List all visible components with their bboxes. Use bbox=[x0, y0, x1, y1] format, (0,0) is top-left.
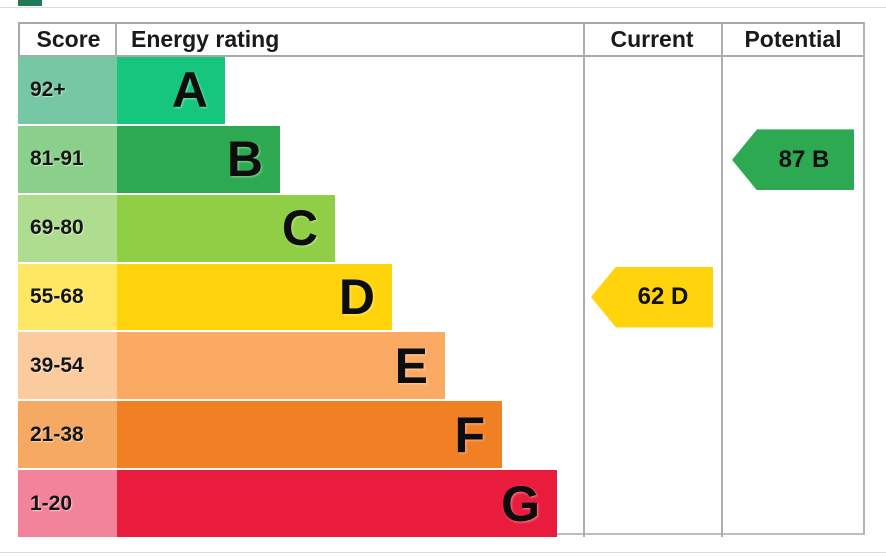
current-column-header: Current bbox=[610, 26, 694, 52]
band-row-c: 69-80 C bbox=[18, 194, 583, 264]
band-row-a: 92+ A bbox=[18, 57, 583, 126]
band-row-g: 1-20 G bbox=[18, 470, 583, 538]
band-score-range-d: 55-68 bbox=[18, 263, 117, 331]
potential-column-header: Potential bbox=[744, 26, 842, 52]
potential-rating-arrow: 87 B bbox=[732, 129, 854, 191]
score-column-header: Score bbox=[18, 24, 117, 55]
grid-line-score-separator bbox=[115, 24, 117, 57]
chart-header-row: Score Energy rating Current Potential bbox=[18, 24, 863, 57]
current-rating-label: 62 D bbox=[637, 283, 689, 310]
cropped-artifact-sliver bbox=[18, 0, 42, 6]
band-score-range-b: 81-91 bbox=[18, 125, 117, 193]
band-score-range-e: 39-54 bbox=[18, 332, 117, 400]
band-row-d: 55-68 D bbox=[18, 263, 583, 333]
band-score-range-g: 1-20 bbox=[18, 470, 117, 538]
band-score-range-f: 21-38 bbox=[18, 401, 117, 469]
energy-band-rows: 92+ A 81-91 B 69-80 C 55-68 D 39-54 E 21-38 F 1-20 G bbox=[18, 57, 583, 538]
band-bar-f: F bbox=[117, 401, 502, 469]
band-bar-e: E bbox=[117, 332, 445, 400]
band-row-e: 39-54 E bbox=[18, 332, 583, 402]
band-bar-d: D bbox=[117, 263, 392, 331]
screenshot-edge-line-top bbox=[0, 7, 886, 8]
current-rating-arrow: 62 D bbox=[591, 266, 713, 328]
screenshot-edge-line-bottom bbox=[0, 552, 886, 553]
band-row-f: 21-38 F bbox=[18, 401, 583, 471]
band-bar-b: B bbox=[117, 125, 280, 193]
epc-energy-rating-chart: Score Energy rating Current Potential 92… bbox=[18, 22, 865, 538]
grid-line-potential-column bbox=[721, 24, 723, 537]
energy-rating-column-header: Energy rating bbox=[131, 26, 280, 52]
band-bar-c: C bbox=[117, 194, 335, 262]
grid-line-current-column bbox=[583, 24, 585, 537]
band-bar-g: G bbox=[117, 470, 557, 538]
potential-rating-label: 87 B bbox=[778, 145, 830, 173]
band-score-range-c: 69-80 bbox=[18, 194, 117, 262]
band-row-b: 81-91 B bbox=[18, 125, 583, 195]
band-score-range-a: 92+ bbox=[18, 57, 117, 124]
band-bar-a: A bbox=[117, 57, 225, 124]
